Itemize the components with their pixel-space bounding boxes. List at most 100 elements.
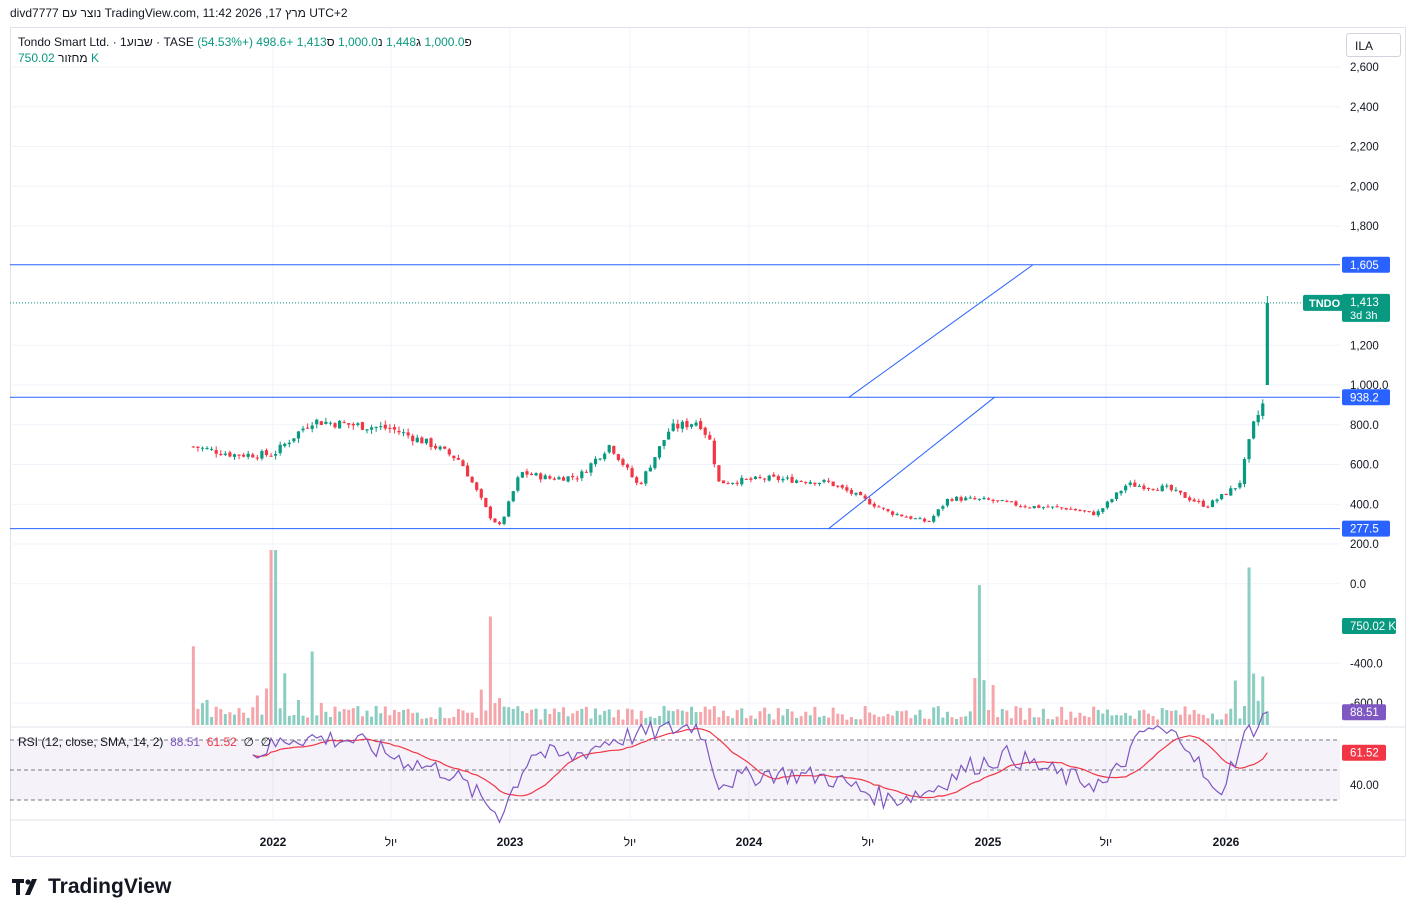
candle-body xyxy=(680,421,684,429)
candle-body xyxy=(607,445,611,453)
volume-bar xyxy=(507,707,511,725)
volume-bar xyxy=(301,715,305,725)
volume-bar xyxy=(1192,710,1196,725)
volume-bar xyxy=(589,718,593,725)
tradingview-logo[interactable]: TradingView xyxy=(12,875,171,899)
volume-bar xyxy=(1073,717,1077,725)
volume-bar xyxy=(1115,714,1119,725)
volume-bar xyxy=(388,715,392,725)
candle-body xyxy=(1156,489,1160,491)
candle-body xyxy=(758,477,762,479)
price-axis-tick: 200.0 xyxy=(1350,539,1379,551)
candle-body xyxy=(904,516,908,518)
volume-bar xyxy=(1096,709,1100,725)
volume-bar xyxy=(1215,719,1219,725)
volume-bar xyxy=(511,708,515,725)
candle-body xyxy=(694,422,698,426)
volume-bar xyxy=(685,711,689,725)
volume-bar xyxy=(200,703,204,725)
candle-body xyxy=(1192,499,1196,502)
currency-selector[interactable]: ILA xyxy=(1346,33,1401,57)
symbol-name[interactable]: Tondo Smart Ltd. · 1שבוע · TASE xyxy=(18,35,194,49)
candle-body xyxy=(251,454,255,458)
volume-bar xyxy=(351,708,355,725)
rsi-label[interactable]: RSI (12, close, SMA, 14, 2) xyxy=(18,735,164,749)
candle-body xyxy=(817,482,822,485)
last-price-badge-bg xyxy=(1342,293,1390,322)
volume-bar xyxy=(749,715,753,725)
volume-legend[interactable]: מחזור 750.02 K xyxy=(18,51,99,65)
candle-body xyxy=(1224,493,1228,495)
volume-bar xyxy=(1133,718,1137,725)
volume-bar xyxy=(996,717,1000,725)
volume-bar xyxy=(1105,709,1109,725)
candle-body xyxy=(763,478,767,480)
volume-bar xyxy=(379,713,383,725)
volume-bar xyxy=(1009,718,1013,725)
volume-bar xyxy=(1165,710,1169,725)
candle-body xyxy=(584,471,588,473)
candle-body xyxy=(1165,485,1169,487)
rsi-sma-badge-bg xyxy=(1342,744,1386,761)
volume-bar xyxy=(287,715,291,725)
volume-bar xyxy=(1019,707,1023,725)
price-axis-tick: 0.0 xyxy=(1350,579,1366,591)
candle-body xyxy=(406,432,410,436)
candle-body xyxy=(571,476,575,478)
candle-body xyxy=(328,422,333,424)
volume-bar xyxy=(827,717,831,725)
volume-bar xyxy=(721,710,725,725)
candle-body xyxy=(539,473,543,480)
candle-body xyxy=(470,476,474,483)
candle-body xyxy=(621,459,625,465)
volume-bar xyxy=(365,710,369,725)
candle-body xyxy=(1119,490,1123,494)
volume-bar xyxy=(1124,712,1128,725)
volume-bar xyxy=(1220,719,1224,725)
volume-bar xyxy=(1197,713,1201,725)
volume-bar xyxy=(498,698,502,725)
candle-body xyxy=(881,507,886,509)
candle-body xyxy=(1247,439,1251,460)
candle-body xyxy=(543,475,547,480)
candle-body xyxy=(228,452,232,457)
candle-body xyxy=(699,421,703,430)
candle-body xyxy=(717,465,721,482)
volume-bar xyxy=(575,710,579,725)
price-axis-tick: 2,000 xyxy=(1350,181,1379,193)
volume-bar xyxy=(831,707,835,725)
candle-body xyxy=(1096,511,1100,516)
volume-bar xyxy=(1051,719,1055,725)
candle-body xyxy=(941,506,945,509)
volume-bar xyxy=(621,719,625,725)
volume-bar xyxy=(1000,708,1004,725)
symbol-legend[interactable]: Tondo Smart Ltd. · 1שבוע · TASE פ1,000.0… xyxy=(18,35,472,49)
volume-value: 750.02 K xyxy=(18,51,99,65)
tradingview-logo-icon xyxy=(12,879,37,895)
candle-body xyxy=(954,496,959,501)
candle-body xyxy=(242,454,246,457)
level-label-bg xyxy=(1342,256,1390,273)
volume-bar xyxy=(1183,706,1187,725)
candle-body xyxy=(1078,510,1082,512)
volume-bar xyxy=(406,709,410,725)
candle-body xyxy=(516,477,520,491)
time-axis-tick: יול xyxy=(862,835,875,849)
candle-body xyxy=(731,482,735,484)
volume-bar xyxy=(516,706,520,725)
price-axis-tick: -400.0 xyxy=(1350,658,1383,670)
volume-bar xyxy=(667,710,671,725)
volume-bar xyxy=(214,706,218,725)
candle-body xyxy=(1174,489,1178,491)
candle-body xyxy=(689,424,694,427)
candle-body xyxy=(351,423,355,426)
rsi-legend[interactable]: RSI (12, close, SMA, 14, 2) 88.51 61.52 … xyxy=(18,735,271,749)
candle-body xyxy=(703,427,707,435)
volume-bar xyxy=(502,706,506,725)
volume-bar xyxy=(658,715,662,725)
candle-body xyxy=(511,491,515,502)
candle-body xyxy=(918,518,922,520)
candle-body xyxy=(612,446,616,454)
candle-body xyxy=(1060,507,1064,509)
